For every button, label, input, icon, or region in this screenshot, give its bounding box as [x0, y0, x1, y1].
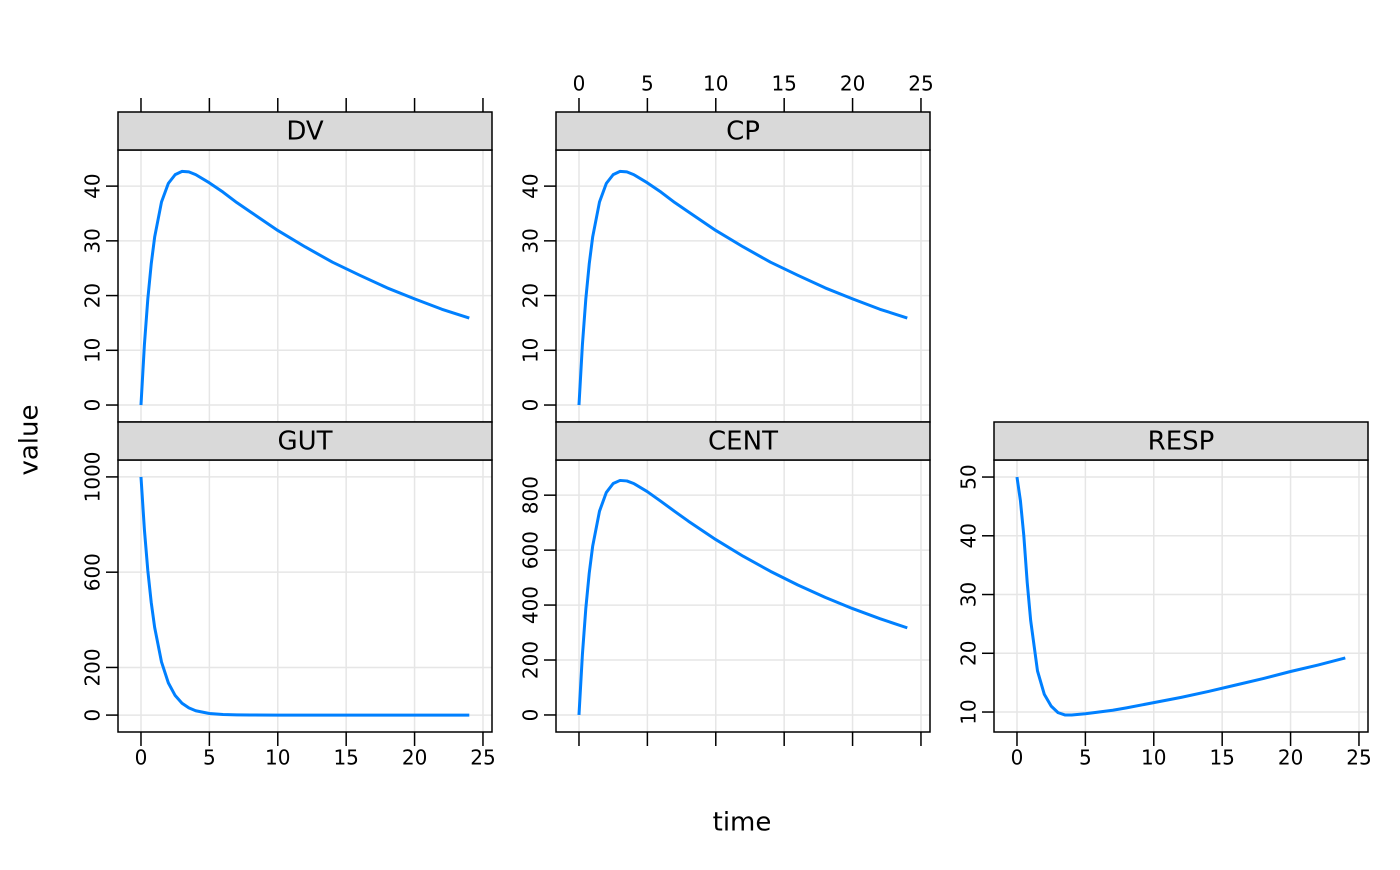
y-tick-label: 20 [519, 283, 543, 308]
y-tick-label: 1000 [81, 451, 105, 502]
data-line [577, 478, 908, 716]
x-tick-label: 25 [470, 746, 495, 770]
x-tick-label: 10 [703, 72, 728, 96]
x-tick-label: 5 [203, 746, 216, 770]
panel-border [993, 459, 1369, 733]
x-tick-label: 0 [573, 72, 586, 96]
x-tick-label: 10 [1141, 746, 1166, 770]
y-tick-label: 50 [957, 464, 981, 489]
strip [993, 421, 1369, 461]
x-tick-label: 15 [333, 746, 358, 770]
y-tick-label: 0 [81, 399, 105, 412]
y-tick-label: 10 [81, 338, 105, 363]
y-tick-label: 800 [519, 476, 543, 514]
strip-title: CENT [708, 427, 778, 457]
panel-border [555, 149, 931, 423]
y-tick-label: 200 [81, 648, 105, 686]
y-axis-label: value [15, 404, 45, 475]
y-tick-label: 200 [519, 641, 543, 679]
y-tick-label: 0 [81, 709, 105, 722]
y-tick-label: 10 [519, 338, 543, 363]
data-line [1015, 476, 1346, 717]
x-tick-label: 15 [1209, 746, 1234, 770]
y-tick-label: 30 [81, 228, 105, 253]
x-tick-label: 15 [771, 72, 796, 96]
y-tick-label: 40 [519, 173, 543, 198]
y-tick-label: 40 [81, 173, 105, 198]
y-tick-label: 600 [519, 531, 543, 569]
y-tick-label: 400 [519, 586, 543, 624]
strip-title: GUT [277, 427, 332, 457]
data-line [577, 169, 908, 406]
y-tick-label: 30 [519, 228, 543, 253]
y-tick-label: 20 [957, 641, 981, 666]
strip-title: CP [726, 117, 760, 147]
x-tick-label: 20 [840, 72, 865, 96]
panel-border [555, 459, 931, 733]
y-tick-label: 0 [519, 399, 543, 412]
y-tick-label: 40 [957, 523, 981, 548]
strip [555, 111, 931, 151]
x-tick-label: 20 [402, 746, 427, 770]
x-tick-label: 25 [1346, 746, 1371, 770]
x-tick-label: 10 [265, 746, 290, 770]
y-tick-label: 0 [519, 709, 543, 722]
x-axis-label: time [713, 808, 772, 838]
data-line [139, 169, 470, 406]
x-tick-label: 5 [641, 72, 654, 96]
x-tick-label: 0 [135, 746, 148, 770]
strip [555, 421, 931, 461]
y-tick-label: 30 [957, 582, 981, 607]
y-tick-label: 600 [81, 553, 105, 591]
strip-title: DV [286, 117, 324, 147]
data-line [139, 476, 470, 717]
panel-border [117, 149, 493, 423]
strip-title: RESP [1148, 427, 1215, 457]
strip [117, 421, 493, 461]
x-tick-label: 25 [908, 72, 933, 96]
x-tick-label: 20 [1278, 746, 1303, 770]
y-tick-label: 10 [957, 699, 981, 724]
x-tick-label: 5 [1079, 746, 1092, 770]
y-tick-label: 20 [81, 283, 105, 308]
strip [117, 111, 493, 151]
x-tick-label: 0 [1011, 746, 1024, 770]
